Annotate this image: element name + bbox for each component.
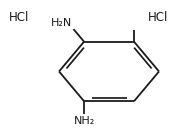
Text: HCl: HCl [147, 11, 168, 24]
Text: H₂N: H₂N [51, 18, 73, 28]
Text: HCl: HCl [9, 11, 29, 24]
Text: NH₂: NH₂ [74, 116, 95, 126]
